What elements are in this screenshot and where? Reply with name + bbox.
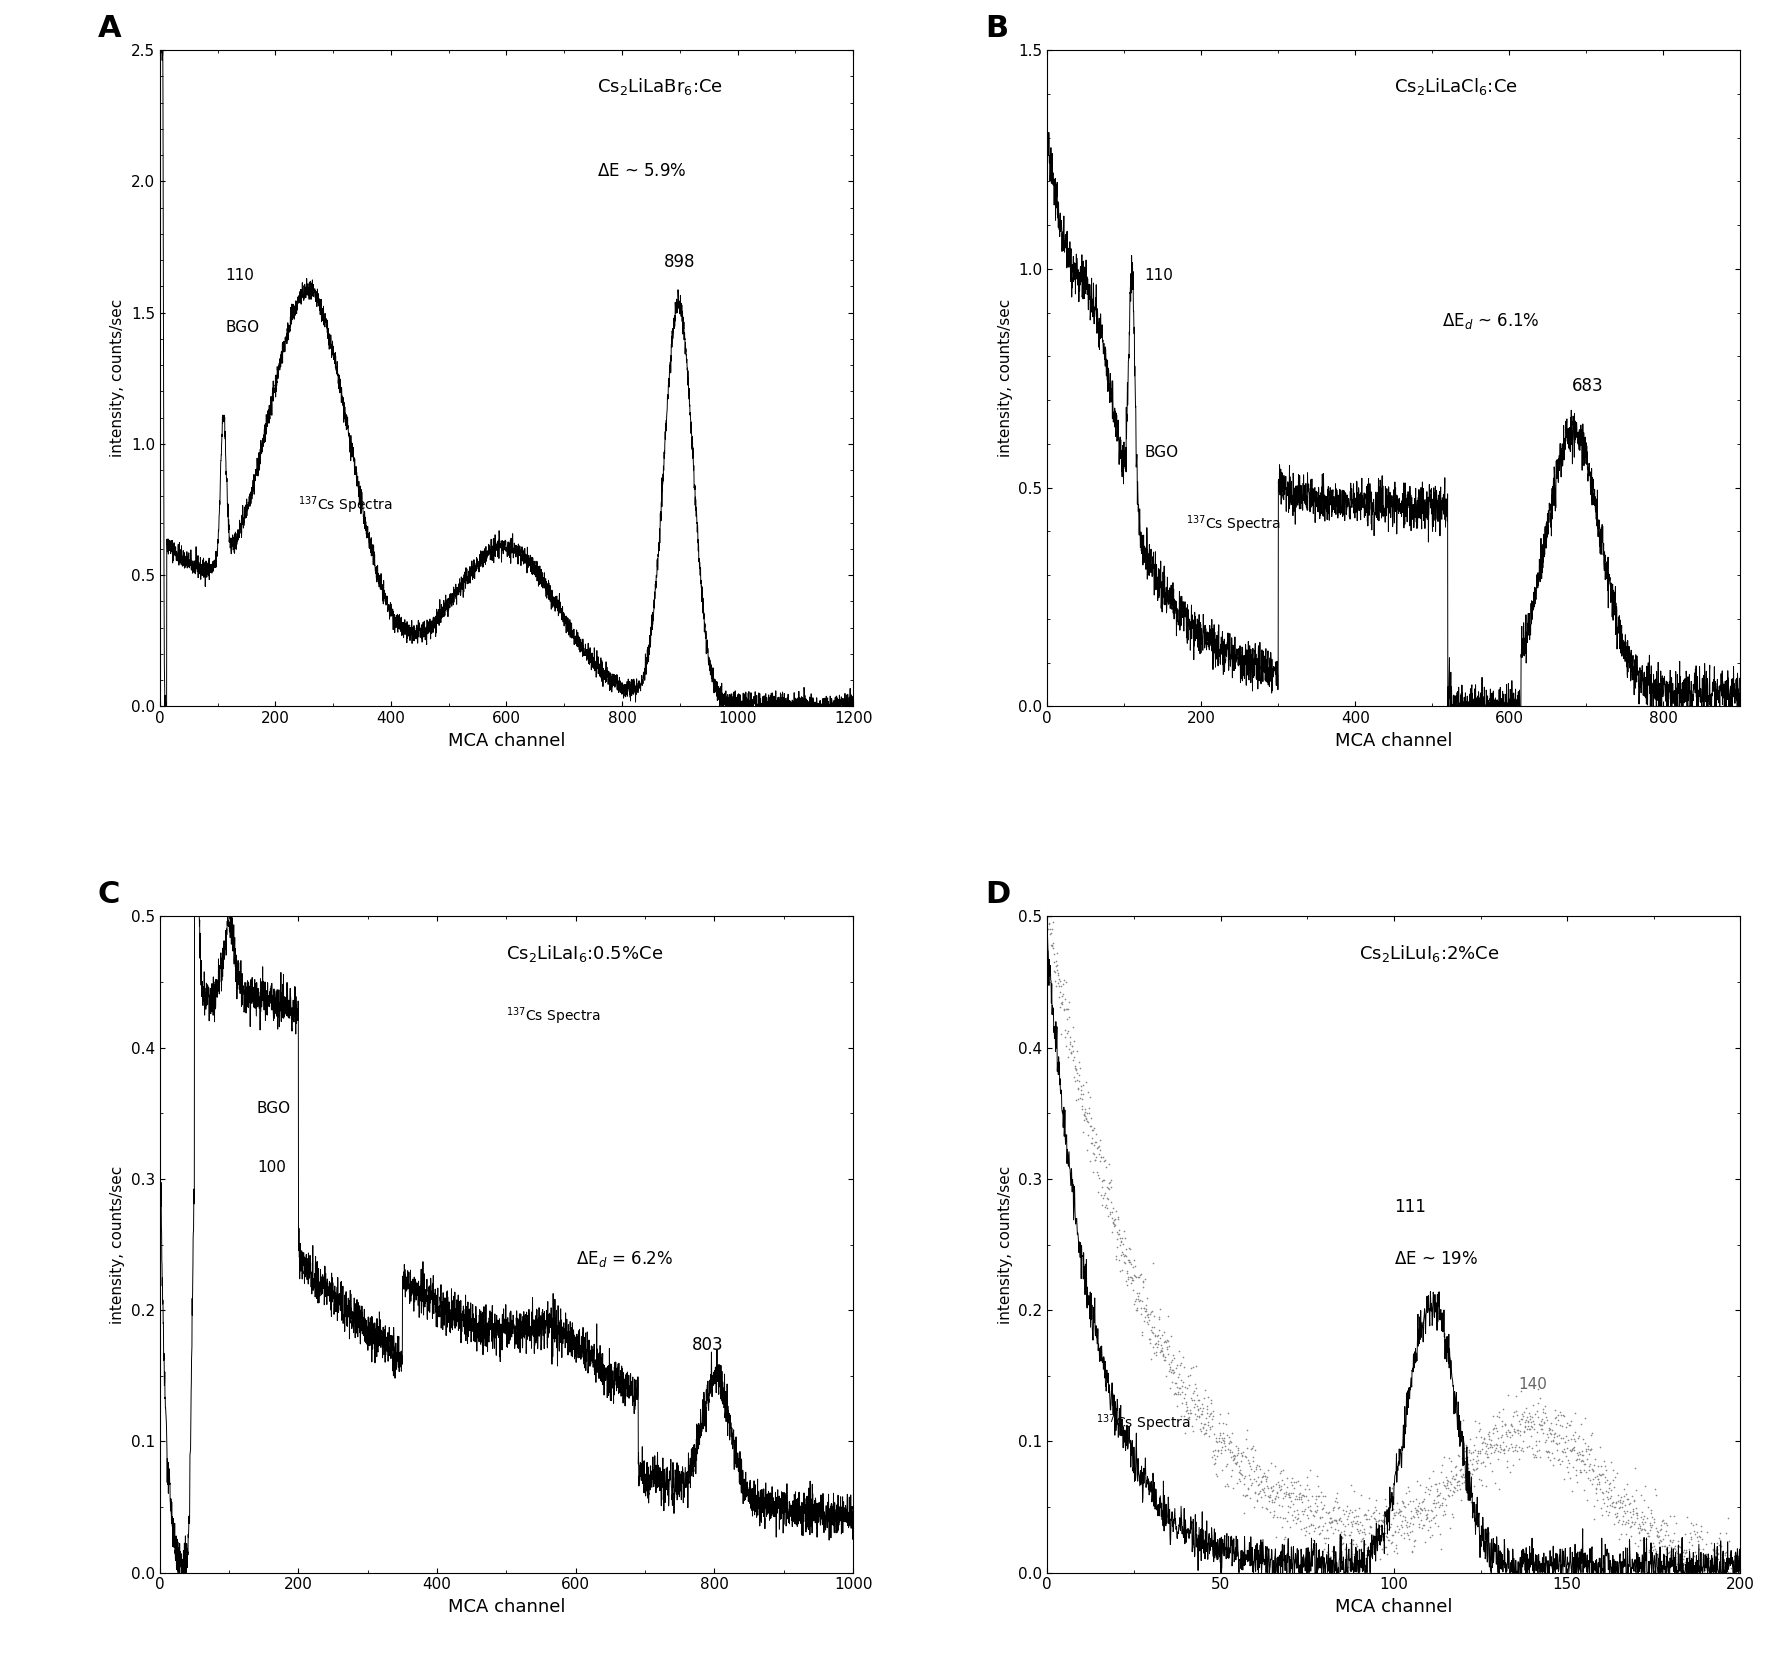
Text: BGO: BGO — [226, 320, 259, 335]
Text: $^{137}$Cs Spectra: $^{137}$Cs Spectra — [298, 494, 392, 515]
Text: Cs$_2$LiLuI$_6$:2%Ce: Cs$_2$LiLuI$_6$:2%Ce — [1359, 942, 1499, 964]
Text: D: D — [986, 880, 1011, 910]
Text: 110: 110 — [226, 268, 254, 283]
Text: Cs$_2$LiLaBr$_6$:Ce: Cs$_2$LiLaBr$_6$:Ce — [597, 77, 723, 97]
Y-axis label: intensity, counts/sec: intensity, counts/sec — [998, 299, 1012, 457]
X-axis label: MCA channel: MCA channel — [448, 1598, 565, 1616]
Text: 110: 110 — [1144, 268, 1174, 283]
Text: BGO: BGO — [1144, 445, 1179, 460]
Y-axis label: intensity, counts/sec: intensity, counts/sec — [998, 1166, 1012, 1323]
Text: 100: 100 — [258, 1161, 286, 1176]
X-axis label: MCA channel: MCA channel — [1336, 731, 1453, 750]
Text: 111: 111 — [1394, 1198, 1426, 1216]
Text: B: B — [986, 13, 1009, 43]
Text: 683: 683 — [1572, 378, 1604, 395]
Text: 140: 140 — [1518, 1377, 1547, 1392]
Text: 898: 898 — [664, 253, 696, 271]
X-axis label: MCA channel: MCA channel — [448, 731, 565, 750]
Text: $\Delta$E$_d$ ~ 6.1%: $\Delta$E$_d$ ~ 6.1% — [1442, 311, 1540, 331]
X-axis label: MCA channel: MCA channel — [1336, 1598, 1453, 1616]
Text: Cs$_2$LiLaI$_6$:0.5%Ce: Cs$_2$LiLaI$_6$:0.5%Ce — [506, 942, 664, 964]
Text: $\Delta$E ~ 5.9%: $\Delta$E ~ 5.9% — [597, 162, 686, 179]
Y-axis label: intensity, counts/sec: intensity, counts/sec — [110, 299, 126, 457]
Text: $\Delta$E$_d$ = 6.2%: $\Delta$E$_d$ = 6.2% — [575, 1250, 673, 1270]
Text: 803: 803 — [691, 1335, 723, 1353]
Text: C: C — [98, 880, 119, 910]
Text: $^{137}$Cs Spectra: $^{137}$Cs Spectra — [506, 1005, 600, 1027]
Text: Cs$_2$LiLaCl$_6$:Ce: Cs$_2$LiLaCl$_6$:Ce — [1394, 77, 1518, 97]
Text: BGO: BGO — [258, 1101, 291, 1116]
Text: $\Delta$E ~ 19%: $\Delta$E ~ 19% — [1394, 1250, 1478, 1268]
Text: $^{137}$Cs Spectra: $^{137}$Cs Spectra — [1096, 1412, 1190, 1434]
Text: A: A — [98, 13, 121, 43]
Text: $^{137}$Cs Spectra: $^{137}$Cs Spectra — [1186, 514, 1280, 535]
Y-axis label: intensity, counts/sec: intensity, counts/sec — [110, 1166, 124, 1323]
